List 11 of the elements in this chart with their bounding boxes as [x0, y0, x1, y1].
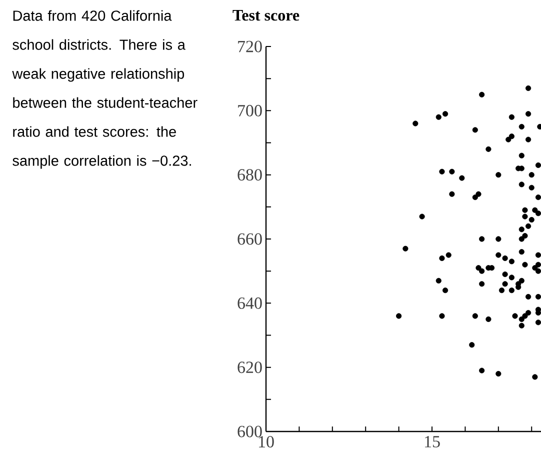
text: Data from 420 California school districts. There is a weak negative relationship between the student-teacher ratio and test scores: the sample correlation is −0.23. — [12, 10, 198, 169]
y-tick-label: 700 — [238, 104, 262, 116]
y-tick-label: 600 — [238, 426, 262, 438]
y-tick-label: 620 — [238, 362, 262, 374]
y-tick-label: 720 — [238, 40, 262, 52]
y-tick-label: 680 — [238, 169, 262, 181]
x-tick-label: 15 — [425, 436, 440, 448]
y-tick-label: 640 — [238, 297, 262, 309]
chart-title: Test score — [232, 10, 300, 21]
x-tick-label: 10 — [259, 436, 274, 448]
y-tick-label: 660 — [238, 233, 262, 245]
